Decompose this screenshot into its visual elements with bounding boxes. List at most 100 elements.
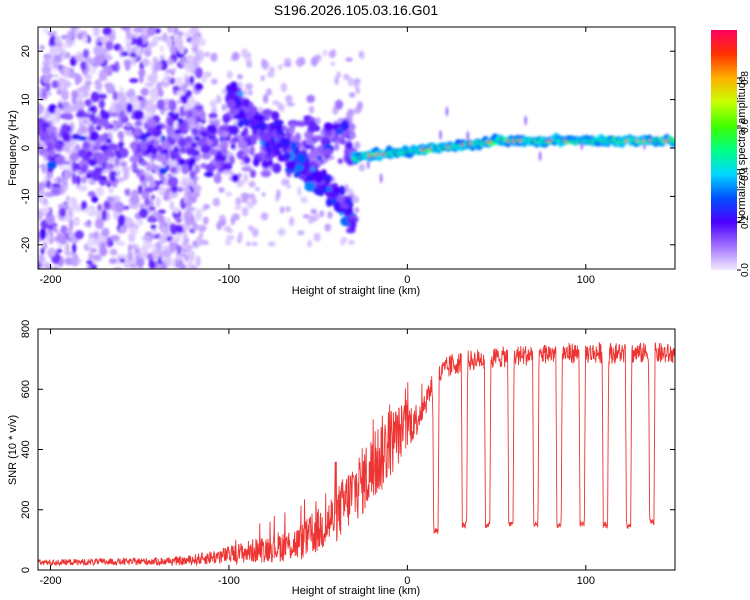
spectrogram-cell [336, 71, 341, 79]
spectrogram-cell [261, 58, 267, 68]
spectrogram-cell [297, 186, 302, 197]
spectrogram-cell [248, 90, 253, 96]
spectrogram-cell [282, 153, 290, 160]
spectrogram-cell [204, 51, 210, 57]
spectrogram-cell [71, 90, 79, 99]
spectrogram-cell [125, 41, 132, 49]
spectrogram-cell [41, 163, 46, 174]
spectrogram-cell [335, 207, 346, 213]
spectrogram-cell [153, 138, 160, 148]
spectrogram-cell [190, 61, 195, 71]
spectrogram-cell [142, 57, 150, 67]
spectrogram-cell [83, 208, 94, 214]
spectrogram-cell [222, 113, 231, 124]
spectrogram-cell [138, 207, 148, 219]
spectrogram-cell [119, 110, 126, 121]
spectrogram-cell [139, 174, 146, 182]
spectrogram-cell [355, 87, 361, 94]
spectrogram-cell [69, 57, 77, 67]
spectrogram-cell [187, 249, 196, 262]
spectrogram-cell [310, 56, 318, 67]
spectrogram-cell [313, 187, 325, 196]
snr-ylabel: SNR (10 * v/v) [7, 415, 19, 485]
snr-ticks: -200 -100 0 100 0 200 400 600 800 [20, 320, 675, 587]
spectrogram-cell [201, 76, 207, 83]
spectrogram-cell [297, 230, 305, 236]
spectrogram-cell [133, 27, 143, 33]
spectrogram-cell [150, 194, 156, 200]
spectrogram-cell [98, 69, 107, 81]
spectrogram-cell [225, 191, 233, 197]
spectrogram-cell [162, 248, 172, 257]
spectrogram-cell [81, 30, 87, 37]
spectrogram-cell [293, 164, 304, 172]
spectrogram-cell [49, 45, 57, 58]
spectrogram-cell [104, 55, 113, 61]
spectrogram-cell [172, 85, 180, 91]
spectrogram-cell [670, 138, 675, 144]
spectrogram-cell [330, 61, 335, 67]
spectrogram-cell [94, 217, 105, 230]
spectrogram-cell [327, 211, 333, 219]
spectrogram-cell [290, 123, 296, 129]
spectrogram-cell [38, 120, 43, 132]
spectrogram-cell [294, 132, 302, 142]
spectrogram-cell [62, 66, 71, 78]
spectrogram-cell [94, 119, 106, 125]
spectrogram-cell [95, 80, 103, 91]
spectrogram-xtick-label-0: -200 [39, 274, 61, 286]
spectrogram-cell [308, 219, 314, 224]
spectrogram-cell [43, 54, 52, 61]
spectrogram-cell [77, 149, 87, 159]
spectrogram-cell [40, 195, 46, 203]
spectrogram-cell [330, 49, 337, 58]
spectrogram-cell [135, 257, 145, 268]
spectrogram-cell [42, 150, 49, 158]
spectrogram-cell [256, 128, 262, 136]
spectrogram-cell [245, 83, 253, 90]
spectrogram-cell [62, 181, 68, 186]
spectrogram-cell [167, 111, 176, 117]
spectrogram-cell [185, 77, 190, 88]
spectrogram-cell [160, 109, 165, 115]
spectrogram-cell [144, 172, 153, 177]
spectrogram-cell [191, 45, 199, 54]
spectrogram-cell [338, 185, 346, 196]
spectrogram-cell [273, 149, 283, 156]
spectrogram-cell [186, 147, 195, 156]
spectrogram-cell [155, 196, 162, 208]
spectrogram-cell [108, 187, 114, 194]
spectrogram-cell [159, 226, 170, 234]
spectrogram-cell [208, 112, 218, 119]
spectrogram-cell [367, 159, 370, 170]
spectrogram-cell [46, 142, 53, 150]
spectrogram-cell [102, 27, 113, 36]
spectrogram-cell [234, 205, 240, 211]
spectrogram-cell [46, 126, 56, 132]
spectrogram-cell [43, 200, 49, 207]
spectrogram-cell [191, 127, 198, 135]
spectrogram-cell [112, 91, 118, 101]
spectrogram-cell [166, 35, 173, 48]
spectrogram-cell [127, 251, 134, 262]
spectrogram-cell [89, 248, 98, 253]
spectrogram-cell [104, 162, 115, 170]
spectrogram-cell [241, 166, 253, 172]
spectrogram-cell [56, 248, 63, 253]
spectrogram-cell [115, 240, 125, 246]
spectrogram-cell [237, 90, 244, 97]
colorbar: 0.0 0.2 0.4 0.6 0.8 Normalized spectral ampl… [711, 30, 750, 277]
spectrogram-cell [176, 244, 182, 255]
spectrogram-cell [210, 78, 218, 85]
spectrogram-cell [183, 237, 189, 247]
spectrogram-cell [155, 263, 162, 269]
spectrogram-cell [358, 50, 363, 59]
spectrogram-cell [194, 53, 200, 62]
spectrogram-cell [221, 103, 227, 112]
spectrogram-cell [123, 168, 130, 180]
spectrogram-cell [148, 210, 154, 217]
spectrogram-cell [127, 243, 132, 253]
spectrogram-cell [136, 218, 144, 226]
spectrogram-cell [99, 176, 108, 181]
